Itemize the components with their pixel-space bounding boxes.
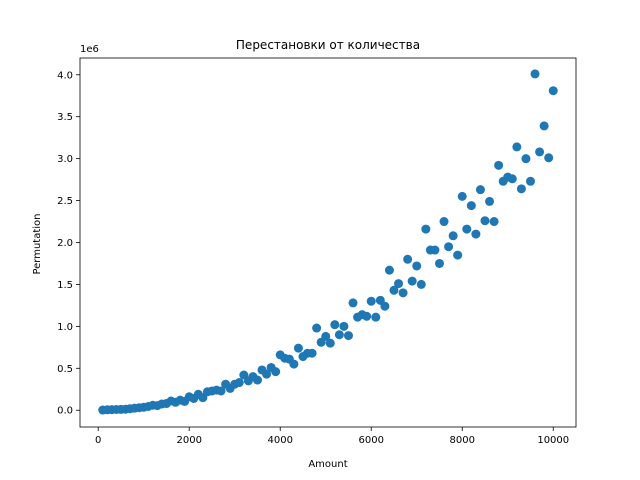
data-point [416, 279, 426, 289]
data-point [430, 245, 440, 255]
data-point [289, 359, 299, 369]
y-tick-label: 0.5 [57, 364, 73, 375]
data-point [548, 86, 558, 96]
data-point [507, 174, 517, 184]
data-point [489, 217, 499, 227]
data-point [330, 320, 340, 330]
data-point [521, 154, 531, 164]
data-point [530, 69, 540, 79]
data-point [398, 288, 408, 298]
data-point [325, 338, 335, 348]
y-tick-label: 3.5 [57, 112, 73, 123]
data-point [380, 301, 390, 311]
data-point [525, 176, 535, 186]
y-tick-label: 1.0 [57, 322, 73, 333]
plot-area: 0 2000 4000 6000 8000 10000 0.0 0.5 1.0 1.5 2.0 2.5… [57, 57, 577, 446]
data-point [462, 224, 472, 234]
data-point [334, 330, 344, 340]
data-point [471, 229, 481, 239]
y-tick-label: 0.0 [57, 406, 73, 417]
chart-title: Перестановки от количества [236, 38, 420, 52]
x-tick-label: 4000 [267, 435, 292, 446]
data-point [439, 217, 449, 227]
data-point [539, 121, 549, 131]
data-point [389, 285, 399, 295]
data-point [366, 296, 376, 306]
data-point [448, 231, 458, 241]
y-axis-label: Permutation [32, 213, 43, 274]
x-tick-label: 6000 [359, 435, 384, 446]
data-point [312, 323, 322, 333]
data-point [403, 254, 413, 264]
y-tick-label: 4.0 [57, 70, 73, 81]
data-point [444, 242, 454, 252]
data-point [339, 321, 349, 331]
x-tick-label: 10000 [537, 435, 569, 446]
data-point [453, 250, 463, 260]
data-point [480, 216, 490, 226]
data-point [407, 276, 417, 286]
data-point [512, 142, 522, 152]
data-point [457, 191, 467, 201]
x-tick-label: 2000 [176, 435, 201, 446]
data-point [307, 348, 317, 358]
x-axis-label: Amount [308, 459, 347, 470]
y-tick-label: 3.0 [57, 154, 73, 165]
data-point [252, 375, 262, 385]
data-point [421, 224, 431, 234]
data-point [412, 261, 422, 271]
data-point [262, 369, 272, 379]
y-tick-label: 1.5 [57, 280, 73, 291]
data-point [434, 258, 444, 268]
data-point [394, 279, 404, 289]
y-tick-label: 2.0 [57, 238, 73, 249]
data-point [544, 153, 554, 163]
y-offset-label: 1e6 [80, 44, 99, 55]
data-point [234, 378, 244, 388]
data-point [371, 312, 381, 322]
data-point [494, 160, 504, 170]
data-point [362, 311, 372, 321]
y-tick-label: 2.5 [57, 196, 73, 207]
data-point [485, 196, 495, 206]
data-point [466, 201, 476, 211]
data-point [516, 184, 526, 194]
data-point [535, 147, 545, 157]
data-point [293, 343, 303, 353]
x-tick-label: 0 [95, 435, 101, 446]
data-point [348, 298, 358, 308]
data-point [384, 265, 394, 275]
data-point [475, 185, 485, 195]
x-tick-label: 8000 [450, 435, 475, 446]
data-point [216, 386, 226, 396]
data-point [343, 331, 353, 341]
data-point [321, 331, 331, 341]
data-point [271, 367, 281, 377]
plot-frame [79, 57, 577, 428]
